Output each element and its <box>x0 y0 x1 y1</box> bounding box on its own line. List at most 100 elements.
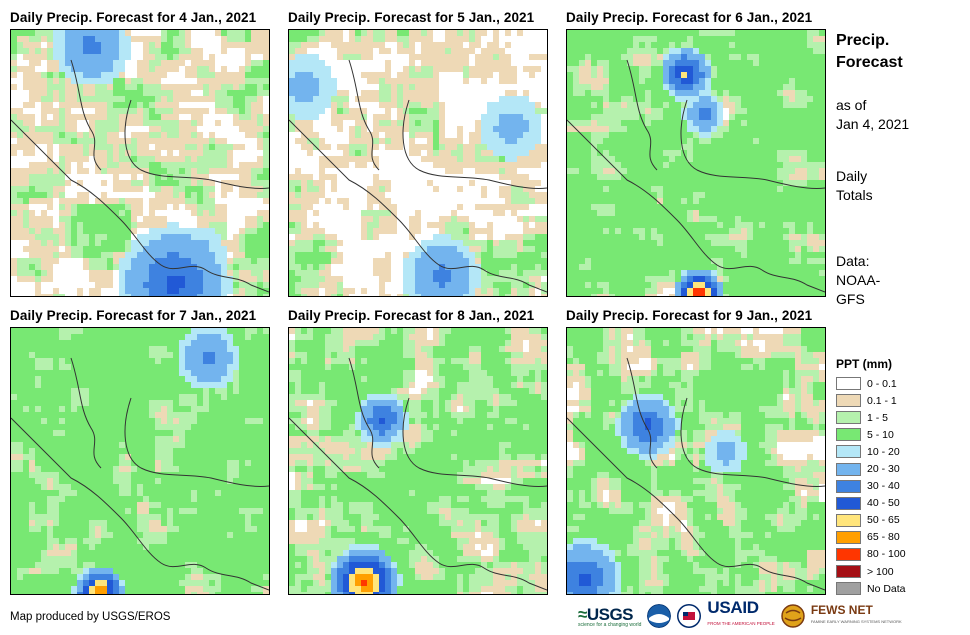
precip-cell <box>687 192 693 198</box>
precip-cell <box>597 60 603 66</box>
precip-cell <box>801 240 807 246</box>
precip-cell <box>633 192 639 198</box>
precip-cell <box>789 240 795 246</box>
precip-cell <box>361 144 367 150</box>
precip-cell <box>573 132 579 138</box>
precip-cell <box>203 258 209 264</box>
precip-cell <box>433 114 439 120</box>
precip-cell <box>457 36 463 42</box>
precip-cell <box>633 132 639 138</box>
precip-cell <box>89 222 95 228</box>
precip-cell <box>289 180 295 186</box>
precip-cell <box>167 186 173 192</box>
precip-cell <box>481 78 487 84</box>
precip-cell <box>657 246 663 252</box>
precip-cell <box>361 234 367 240</box>
precip-cell <box>143 240 149 246</box>
precip-cell <box>245 228 251 234</box>
precip-cell <box>155 150 161 156</box>
precip-cell <box>239 328 245 334</box>
precip-cell <box>349 144 355 150</box>
precip-cell <box>723 162 729 168</box>
precip-cell <box>639 204 645 210</box>
precip-cell <box>711 84 717 90</box>
precip-cell <box>747 60 753 66</box>
precip-cell <box>529 72 535 78</box>
precip-cell <box>475 72 481 78</box>
precip-cell <box>361 126 367 132</box>
precip-cell <box>597 120 603 126</box>
precip-cell <box>319 84 325 90</box>
precip-cell <box>251 42 257 48</box>
precip-cell <box>445 234 451 240</box>
precip-cell <box>227 72 233 78</box>
precip-cell <box>535 192 541 198</box>
precip-cell <box>65 162 71 168</box>
precip-cell <box>615 42 621 48</box>
precip-cell <box>541 144 547 150</box>
precip-cell <box>633 102 639 108</box>
precip-cell <box>215 240 221 246</box>
precip-cell <box>409 150 415 156</box>
precip-cell <box>747 174 753 180</box>
precip-cell <box>753 84 759 90</box>
precip-cell <box>409 138 415 144</box>
precip-cell <box>35 84 41 90</box>
precip-cell <box>615 210 621 216</box>
precip-cell <box>125 120 131 126</box>
precip-cell <box>313 132 319 138</box>
precip-cell <box>197 270 203 276</box>
precip-cell <box>295 66 301 72</box>
precip-cell <box>301 90 307 96</box>
precip-cell <box>35 264 41 270</box>
precip-cell <box>83 240 89 246</box>
precip-cell <box>245 60 251 66</box>
precip-cell <box>301 222 307 228</box>
precip-cell <box>251 288 257 294</box>
precip-cell <box>783 96 789 102</box>
precip-cell <box>529 186 535 192</box>
precip-cell <box>801 66 807 72</box>
precip-cell <box>155 258 161 264</box>
precip-cell <box>403 30 409 36</box>
precip-cell <box>493 288 499 294</box>
precip-cell <box>457 252 463 258</box>
precip-cell <box>481 270 487 276</box>
precip-cell <box>657 126 663 132</box>
precip-cell <box>639 174 645 180</box>
precip-cell <box>313 264 319 270</box>
precip-cell <box>663 132 669 138</box>
precip-cell <box>645 162 651 168</box>
precip-cell <box>17 270 23 276</box>
precip-cell <box>263 150 269 156</box>
precip-cell <box>11 234 17 240</box>
precip-cell <box>573 258 579 264</box>
precip-cell <box>567 108 573 114</box>
precip-cell <box>813 120 819 126</box>
precip-cell <box>765 126 771 132</box>
precip-cell <box>639 96 645 102</box>
precip-cell <box>35 42 41 48</box>
precip-cell <box>233 84 239 90</box>
precip-cell <box>101 30 107 36</box>
precip-cell <box>119 222 125 228</box>
precip-cell <box>203 72 209 78</box>
precip-cell <box>137 168 143 174</box>
precip-cell <box>705 228 711 234</box>
precip-cell <box>23 150 29 156</box>
precip-cell <box>131 96 137 102</box>
precip-cell <box>567 180 573 186</box>
precip-cell <box>257 60 263 66</box>
precip-cell <box>113 102 119 108</box>
precip-cell <box>101 204 107 210</box>
precip-cell <box>101 210 107 216</box>
precip-cell <box>263 42 269 48</box>
precip-cell <box>753 120 759 126</box>
precip-cell <box>735 234 741 240</box>
precip-cell <box>227 42 233 48</box>
precip-cell <box>29 162 35 168</box>
precip-cell <box>621 120 627 126</box>
precip-cell <box>409 288 415 294</box>
precip-cell <box>523 174 529 180</box>
precip-cell <box>257 346 263 352</box>
